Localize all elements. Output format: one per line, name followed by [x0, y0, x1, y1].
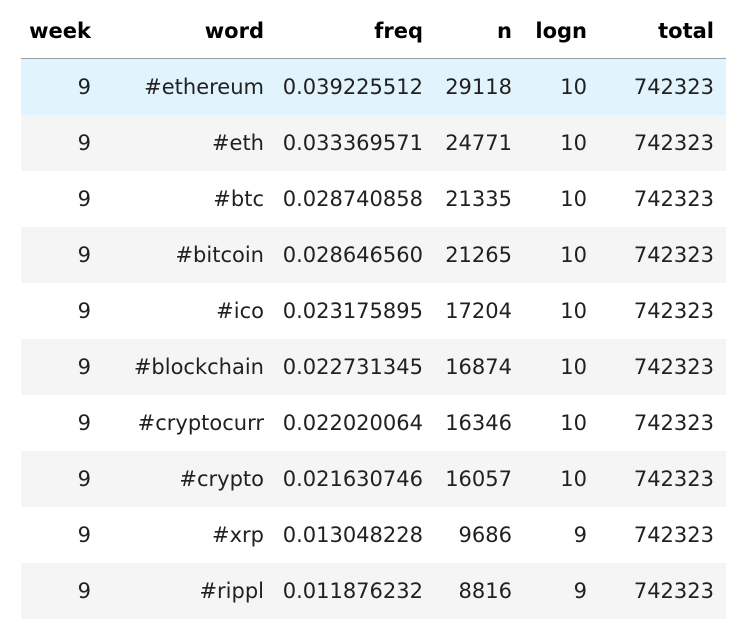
cell-n: 8816 [423, 563, 512, 619]
cell-freq: 0.013048228 [264, 507, 423, 563]
cell-week: 9 [21, 227, 91, 283]
cell-total: 742323 [587, 59, 726, 116]
cell-n: 21265 [423, 227, 512, 283]
cell-freq: 0.011876232 [264, 563, 423, 619]
cell-logn: 9 [512, 563, 587, 619]
cell-n: 16874 [423, 339, 512, 395]
cell-freq: 0.022731345 [264, 339, 423, 395]
cell-n: 9686 [423, 507, 512, 563]
cell-word: #eth [91, 115, 264, 171]
column-header-freq: freq [264, 4, 423, 59]
cell-logn: 10 [512, 115, 587, 171]
cell-week: 9 [21, 59, 91, 116]
cell-word: #ethereum [91, 59, 264, 116]
cell-total: 742323 [587, 171, 726, 227]
cell-week: 9 [21, 171, 91, 227]
cell-n: 24771 [423, 115, 512, 171]
column-header-word: word [91, 4, 264, 59]
cell-word: #xrp [91, 507, 264, 563]
cell-n: 16057 [423, 451, 512, 507]
cell-logn: 10 [512, 395, 587, 451]
cell-logn: 10 [512, 59, 587, 116]
cell-word: #ico [91, 283, 264, 339]
header-row: week word freq n logn total [21, 4, 726, 59]
cell-total: 742323 [587, 451, 726, 507]
cell-week: 9 [21, 395, 91, 451]
cell-logn: 10 [512, 451, 587, 507]
cell-n: 29118 [423, 59, 512, 116]
cell-week: 9 [21, 283, 91, 339]
cell-n: 16346 [423, 395, 512, 451]
cell-total: 742323 [587, 283, 726, 339]
cell-week: 9 [21, 507, 91, 563]
cell-word: #cryptocurr [91, 395, 264, 451]
cell-word: #blockchain [91, 339, 264, 395]
cell-logn: 10 [512, 171, 587, 227]
cell-freq: 0.021630746 [264, 451, 423, 507]
cell-freq: 0.033369571 [264, 115, 423, 171]
table-header: week word freq n logn total [21, 4, 726, 59]
cell-word: #bitcoin [91, 227, 264, 283]
cell-freq: 0.039225512 [264, 59, 423, 116]
cell-week: 9 [21, 339, 91, 395]
cell-freq: 0.022020064 [264, 395, 423, 451]
cell-total: 742323 [587, 227, 726, 283]
cell-logn: 10 [512, 283, 587, 339]
cell-n: 21335 [423, 171, 512, 227]
column-header-week: week [21, 4, 91, 59]
column-header-n: n [423, 4, 512, 59]
cell-week: 9 [21, 451, 91, 507]
column-header-total: total [587, 4, 726, 59]
cell-total: 742323 [587, 507, 726, 563]
cell-n: 17204 [423, 283, 512, 339]
cell-word: #btc [91, 171, 264, 227]
cell-freq: 0.028740858 [264, 171, 423, 227]
cell-total: 742323 [587, 563, 726, 619]
cell-week: 9 [21, 115, 91, 171]
cell-freq: 0.023175895 [264, 283, 423, 339]
cell-word: #crypto [91, 451, 264, 507]
cell-logn: 10 [512, 339, 587, 395]
column-header-logn: logn [512, 4, 587, 59]
cell-logn: 9 [512, 507, 587, 563]
cell-word: #rippl [91, 563, 264, 619]
cell-week: 9 [21, 563, 91, 619]
cell-total: 742323 [587, 115, 726, 171]
cell-total: 742323 [587, 339, 726, 395]
cell-freq: 0.028646560 [264, 227, 423, 283]
cell-logn: 10 [512, 227, 587, 283]
cell-total: 742323 [587, 395, 726, 451]
